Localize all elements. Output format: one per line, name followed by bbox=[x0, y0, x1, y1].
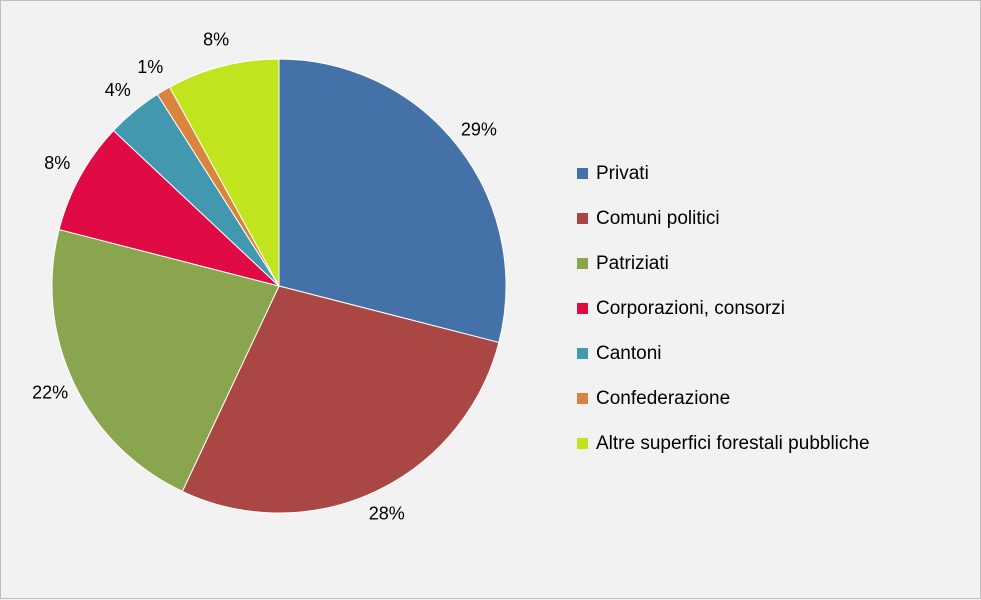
legend-item-privati: Privati bbox=[577, 151, 977, 196]
legend-label: Patriziati bbox=[596, 252, 669, 274]
legend: Privati Comuni politici Patriziati Corpo… bbox=[577, 151, 977, 466]
legend-label: Confederazione bbox=[596, 387, 731, 409]
data-label-1: 28% bbox=[369, 504, 405, 524]
legend-swatch bbox=[577, 303, 588, 314]
legend-swatch bbox=[577, 393, 588, 404]
data-label-6: 8% bbox=[203, 30, 229, 50]
legend-item-altre-superfici: Altre superfici forestali pubbliche bbox=[577, 421, 977, 466]
legend-item-corporazioni-consorzi: Corporazioni, consorzi bbox=[577, 286, 977, 331]
pie-slice-3 bbox=[58, 129, 280, 287]
data-label-2: 22% bbox=[32, 382, 68, 402]
legend-swatch bbox=[577, 348, 588, 359]
pie-slice-6 bbox=[168, 58, 280, 287]
legend-label: Comuni politici bbox=[596, 207, 720, 229]
pie-slice-1 bbox=[181, 285, 500, 514]
legend-label: Corporazioni, consorzi bbox=[596, 297, 786, 319]
legend-item-patriziati: Patriziati bbox=[577, 241, 977, 286]
legend-swatch bbox=[577, 168, 588, 179]
legend-label: Altre superfici forestali pubbliche bbox=[596, 432, 870, 454]
pie-slice-0 bbox=[278, 58, 507, 344]
legend-label: Privati bbox=[596, 162, 649, 184]
legend-swatch bbox=[577, 438, 588, 449]
data-label-3: 8% bbox=[44, 153, 70, 173]
legend-item-confederazione: Confederazione bbox=[577, 376, 977, 421]
legend-swatch bbox=[577, 258, 588, 269]
legend-swatch bbox=[577, 213, 588, 224]
legend-item-comuni-politici: Comuni politici bbox=[577, 196, 977, 241]
legend-label: Cantoni bbox=[596, 342, 662, 364]
data-label-0: 29% bbox=[461, 120, 497, 140]
legend-item-cantoni: Cantoni bbox=[577, 331, 977, 376]
data-label-4: 4% bbox=[105, 80, 131, 100]
data-label-5: 1% bbox=[137, 57, 163, 77]
pie-slice-2 bbox=[51, 228, 280, 493]
